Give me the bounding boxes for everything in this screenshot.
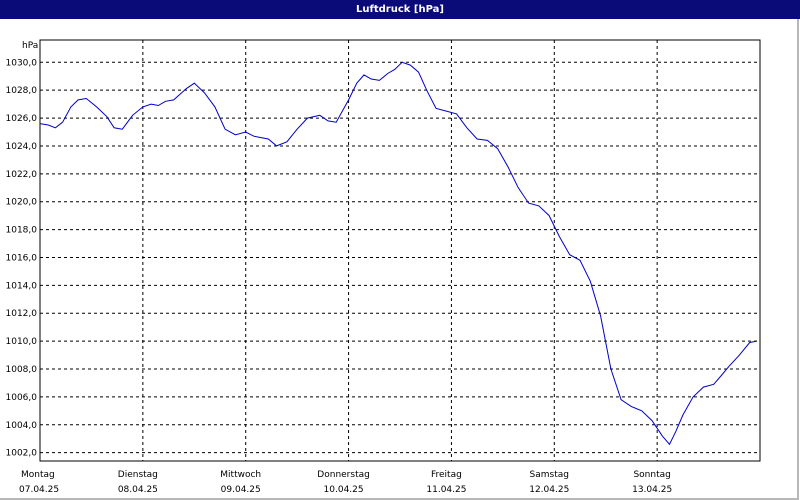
x-tick-date-label: 08.04.25	[118, 485, 158, 495]
x-tick-day-label: Montag	[21, 470, 55, 480]
plot-area	[39, 39, 761, 462]
x-tick-day-label: Dienstag	[118, 470, 158, 480]
y-tick-label: 1020,0	[6, 198, 38, 208]
x-tick-date-label: 09.04.25	[221, 485, 261, 495]
y-tick-label: 1018,0	[6, 226, 38, 236]
x-tick-day-label: Sonntag	[633, 470, 670, 480]
y-tick-label: 1030,0	[6, 58, 38, 68]
y-tick-label: 1004,0	[6, 421, 38, 431]
x-tick-date-label: 10.04.25	[324, 485, 364, 495]
title-bar	[0, 0, 800, 19]
chart-title: Luftdruck [hPa]	[356, 4, 444, 15]
x-axis: Montag 07.04.25 Dienstag 08.04.25 Mittwoch 09…	[19, 470, 672, 495]
window-frame	[0, 19, 799, 500]
y-tick-label: 1002,0	[6, 449, 38, 459]
y-tick-label: 1016,0	[6, 253, 38, 263]
x-tick-day-label: Donnerstag	[317, 470, 370, 480]
y-tick-label: 1022,0	[6, 170, 38, 180]
y-tick-label: 1014,0	[6, 281, 38, 291]
y-axis-unit-label: hPa	[22, 41, 38, 51]
y-tick-label: 1024,0	[6, 142, 38, 152]
y-tick-label: 1006,0	[6, 393, 38, 403]
x-tick-date-label: 07.04.25	[19, 485, 59, 495]
y-axis: 1002,0 1004,0 1006,0 1008,0 1010,0 1012,0 1014…	[6, 58, 38, 458]
x-tick-date-label: 13.04.25	[632, 485, 672, 495]
pressure-series-line	[39, 61, 757, 446]
y-tick-label: 1026,0	[6, 114, 38, 124]
grid-lines	[40, 40, 760, 461]
x-tick-day-label: Samstag	[530, 470, 569, 480]
y-tick-label: 1012,0	[6, 309, 38, 319]
y-tick-label: 1008,0	[6, 365, 38, 375]
x-tick-date-label: 11.04.25	[426, 485, 466, 495]
x-tick-date-label: 12.04.25	[529, 485, 569, 495]
x-tick-day-label: Freitag	[431, 470, 462, 480]
x-tick-day-label: Mittwoch	[220, 470, 261, 480]
y-tick-label: 1028,0	[6, 86, 38, 96]
y-tick-label: 1010,0	[6, 337, 38, 347]
